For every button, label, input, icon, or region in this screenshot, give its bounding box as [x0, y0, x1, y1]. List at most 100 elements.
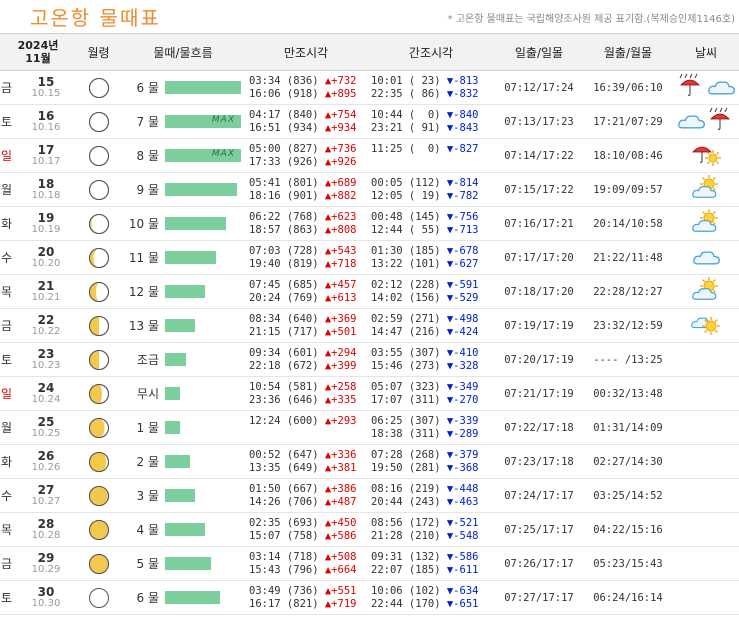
low-tide-cell-line: 18:38 (311) ▼-289 [371, 428, 495, 441]
tide-time-level: 20:24 (769) [249, 291, 325, 304]
moon-phase-icon [88, 111, 109, 132]
tide-difference: ▼-756 [446, 210, 479, 223]
flow-cell [165, 274, 245, 309]
low-tide-cell-line: 15:46 (273) ▼-328 [371, 360, 495, 373]
high-tide-cell: 10:54 (581) ▲+258 23:36 (646) ▲+335 [245, 376, 367, 411]
tide-difference: ▼-813 [446, 74, 479, 87]
flow-bar: MAX [165, 149, 241, 162]
tide-time-level: 06:25 (307) [371, 414, 447, 427]
tide-time-level: 12:44 ( 55) [371, 223, 447, 236]
low-tide-cell-line: 11:25 ( 0) ▼-827 [371, 143, 495, 156]
header-mul: 물때/물흐름 [121, 33, 245, 71]
tide-time-level: 18:38 (311) [371, 427, 447, 440]
tide-difference: ▼-270 [446, 393, 479, 406]
lunar-date: 10.19 [31, 224, 61, 235]
sun-cloud-icon [692, 175, 718, 198]
table-row: 수 27 10.27 3 물 01:50 (667) ▲+386 14:26 (706) … [0, 478, 739, 513]
flow-cell [165, 580, 245, 615]
table-row: 토 16 10.16 7 물 MAX 04:17 (840) ▲+754 16:51 (93… [0, 104, 739, 139]
tide-difference: ▼-627 [446, 257, 479, 270]
high-tide-cell-line: 14:26 (706) ▲+487 [249, 496, 367, 509]
high-tide-cell-line: 22:18 (672) ▲+399 [249, 360, 367, 373]
weekday: 화 [0, 444, 16, 479]
high-tide-cell-line: 00:52 (647) ▲+336 [249, 449, 367, 462]
date-cell: 29 10.29 [16, 546, 76, 581]
sun-cloud-icon [692, 209, 718, 232]
low-tide-cell-line: 00:48 (145) ▼-756 [371, 211, 495, 224]
tide-difference: ▲+386 [324, 482, 357, 495]
flow-cell [165, 376, 245, 411]
low-tide-cell-line: 10:06 (102) ▼-634 [371, 585, 495, 598]
table-row: 월 25 10.25 1 물 12:24 (600) ▲+293 06:25 (307)… [0, 410, 739, 445]
tide-difference: ▲+369 [324, 312, 357, 325]
mul-label: 7 물 [121, 104, 165, 139]
date-cell: 26 10.26 [16, 444, 76, 479]
tide-time-level: 03:49 (736) [249, 584, 325, 597]
moonrise-moonset: 05:23/15:43 [583, 546, 673, 581]
low-tide-cell-line: 22:44 (170) ▼-651 [371, 598, 495, 611]
tide-difference: ▲+613 [324, 291, 357, 304]
tide-difference: ▲+732 [324, 74, 357, 87]
low-tide-cell-line: 14:02 (156) ▼-529 [371, 292, 495, 305]
low-tide-cell: 09:31 (132) ▼-586 22:07 (185) ▼-611 [367, 546, 495, 581]
high-tide-cell-line: 18:16 (901) ▲+882 [249, 190, 367, 203]
weather-cell [673, 478, 739, 513]
low-tide-cell-line: 03:55 (307) ▼-410 [371, 347, 495, 360]
table-row: 화 19 10.19 10 물 06:22 (768) ▲+623 18:57 (863)… [0, 206, 739, 241]
moon-cell [76, 342, 121, 377]
moonrise-moonset: 03:25/14:52 [583, 478, 673, 513]
lunar-date: 10.30 [31, 598, 61, 609]
tide-time-level: 15:46 (273) [371, 359, 447, 372]
sunrise-sunset: 07:23/17:18 [495, 444, 583, 479]
solar-day: 19 [37, 211, 55, 225]
tide-difference: ▲+501 [324, 325, 357, 338]
tide-time-level: 03:55 (307) [371, 346, 447, 359]
tide-time-level: 20:44 (243) [371, 495, 447, 508]
mul-label: 3 물 [121, 478, 165, 513]
sunrise-sunset: 07:18/17:20 [495, 274, 583, 309]
flow-cell [165, 512, 245, 547]
tide-difference: ▲+551 [324, 584, 357, 597]
tide-difference: ▼-289 [446, 427, 479, 440]
moon-phase-icon [88, 417, 109, 438]
tide-difference: ▲+934 [324, 121, 357, 134]
flow-cell [165, 308, 245, 343]
table-header-row: 2024년 11월 월령 물때/물흐름 만조시각 간조시각 일출/일몰 월출/월몰… [0, 33, 739, 71]
tide-time-level: 12:05 ( 19) [371, 189, 447, 202]
tide-time-level: 19:50 (281) [371, 461, 447, 474]
source-note: * 고온항 물때표는 국립해양조사원 제공 표기함.(복제승인제1146호) [447, 14, 735, 25]
low-tide-cell-line: 13:22 (101) ▼-627 [371, 258, 495, 271]
tide-time-level: 02:59 (271) [371, 312, 447, 325]
tide-time-level: 11:25 ( 0) [371, 142, 447, 155]
tide-time-level: 02:12 (228) [371, 278, 447, 291]
tide-time-level: 16:17 (821) [249, 597, 325, 610]
low-tide-cell-line [371, 156, 495, 169]
tide-difference: ▲+335 [324, 393, 357, 406]
low-tide-cell-line: 06:25 (307) ▼-339 [371, 415, 495, 428]
lunar-date: 10.16 [31, 122, 61, 133]
moon-cell [76, 206, 121, 241]
high-tide-cell-line: 19:40 (819) ▲+718 [249, 258, 367, 271]
tide-difference: ▲+399 [324, 359, 357, 372]
tide-difference: ▼-548 [446, 529, 479, 542]
tide-time-level: 08:16 (219) [371, 482, 447, 495]
weekday: 월 [0, 410, 16, 445]
flow-cell [165, 70, 245, 105]
header-weather: 날씨 [673, 33, 739, 71]
lunar-date: 10.20 [31, 258, 61, 269]
high-tide-cell-line: 15:07 (758) ▲+586 [249, 530, 367, 543]
date-cell: 21 10.21 [16, 274, 76, 309]
low-tide-cell: 11:25 ( 0) ▼-827 [367, 138, 495, 173]
tide-difference: ▼-529 [446, 291, 479, 304]
mul-label: 2 물 [121, 444, 165, 479]
moon-cell [76, 138, 121, 173]
high-tide-cell-line: 02:35 (693) ▲+450 [249, 517, 367, 530]
high-tide-cell: 00:52 (647) ▲+336 13:35 (649) ▲+381 [245, 444, 367, 479]
low-tide-cell-line: 01:30 (185) ▼-678 [371, 245, 495, 258]
lunar-date: 10.23 [31, 360, 61, 371]
low-tide-cell-line: 10:01 ( 23) ▼-813 [371, 75, 495, 88]
sunrise-sunset: 07:16/17:21 [495, 206, 583, 241]
low-tide-cell-line: 02:12 (228) ▼-591 [371, 279, 495, 292]
moon-phase-icon [88, 485, 109, 506]
sunrise-sunset: 07:15/17:22 [495, 172, 583, 207]
